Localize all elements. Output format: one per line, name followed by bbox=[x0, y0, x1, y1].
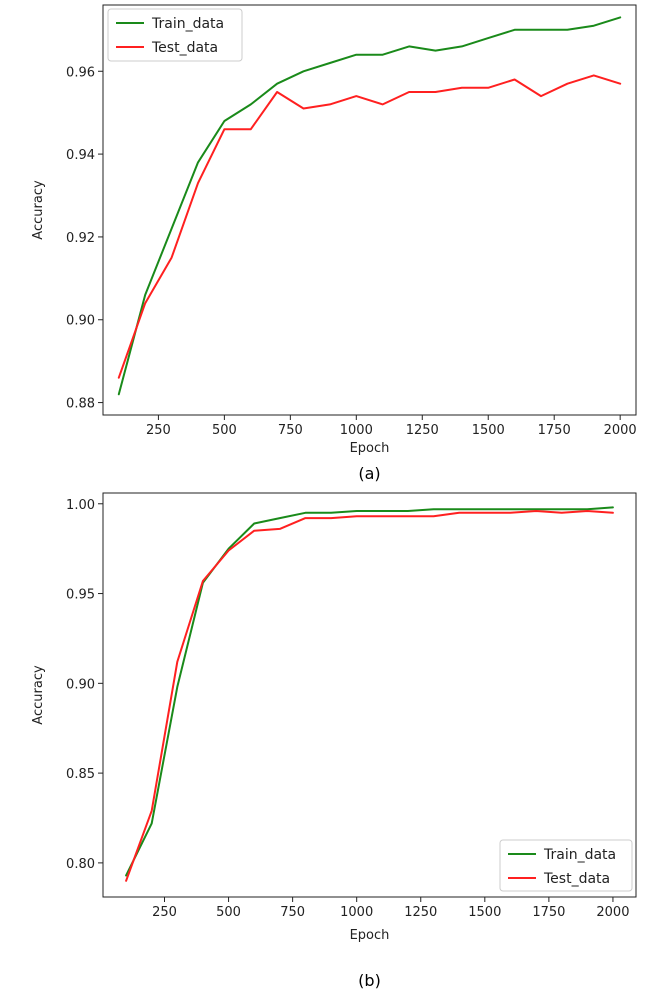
y-tick-label: 0.92 bbox=[66, 231, 95, 246]
y-tick-label: 1.00 bbox=[66, 498, 95, 513]
x-tick-label: 2000 bbox=[604, 423, 637, 438]
legend: Train_data Test_data bbox=[499, 839, 633, 892]
panel-caption: (a) bbox=[358, 464, 380, 483]
x-axis-label: Epoch bbox=[350, 928, 390, 943]
x-tick-label: 250 bbox=[152, 905, 177, 920]
x-tick-label: 750 bbox=[280, 905, 305, 920]
x-tick-label: 500 bbox=[212, 423, 237, 438]
series-line-train-data bbox=[117, 16, 622, 396]
y-tick-label: 0.90 bbox=[66, 314, 95, 329]
x-tick-label: 1250 bbox=[406, 423, 439, 438]
x-tick-label: 500 bbox=[216, 905, 241, 920]
x-tick-label: 2000 bbox=[596, 905, 629, 920]
legend-label: Train_data bbox=[543, 847, 616, 863]
legend-label: Test_data bbox=[151, 40, 218, 56]
chart-panel-a: 250 500 750 1000 1250 1500 1750 2000 0.88 0.90 0.9… bbox=[31, 4, 637, 483]
plot-frame bbox=[102, 492, 637, 898]
y-tick-label: 0.80 bbox=[66, 857, 95, 872]
x-axis-label: Epoch bbox=[350, 441, 390, 456]
x-tick-label: 750 bbox=[278, 423, 303, 438]
series-line-test-data bbox=[125, 510, 614, 882]
legend-label: Train_data bbox=[151, 16, 224, 32]
y-tick-label: 0.96 bbox=[66, 65, 95, 80]
x-tick-label: 250 bbox=[146, 423, 171, 438]
x-tick-label: 1750 bbox=[532, 905, 565, 920]
y-tick-label: 0.94 bbox=[66, 148, 95, 163]
y-tick-label: 0.85 bbox=[66, 767, 95, 782]
y-axis-label: Accuracy bbox=[31, 665, 46, 725]
y-tick-label: 0.88 bbox=[66, 397, 95, 412]
x-tick-label: 1500 bbox=[468, 905, 501, 920]
y-axis-label: Accuracy bbox=[31, 180, 46, 240]
y-tick-label: 0.90 bbox=[66, 677, 95, 692]
x-tick-label: 1500 bbox=[472, 423, 505, 438]
chart-panel-b: 250 500 750 1000 1250 1500 1750 2000 0.80 0.85 0.9… bbox=[31, 492, 637, 990]
x-tick-label: 1750 bbox=[538, 423, 571, 438]
legend-label: Test_data bbox=[543, 871, 610, 887]
x-tick-label: 1000 bbox=[340, 423, 373, 438]
series-line-test-data bbox=[117, 74, 622, 379]
series-line-train-data bbox=[125, 506, 614, 877]
y-tick-label: 0.95 bbox=[66, 588, 95, 603]
plot-frame bbox=[102, 4, 637, 416]
x-tick-label: 1000 bbox=[340, 905, 373, 920]
legend: Train_data Test_data bbox=[107, 8, 243, 62]
x-tick-label: 1250 bbox=[404, 905, 437, 920]
panel-caption: (b) bbox=[358, 971, 381, 990]
